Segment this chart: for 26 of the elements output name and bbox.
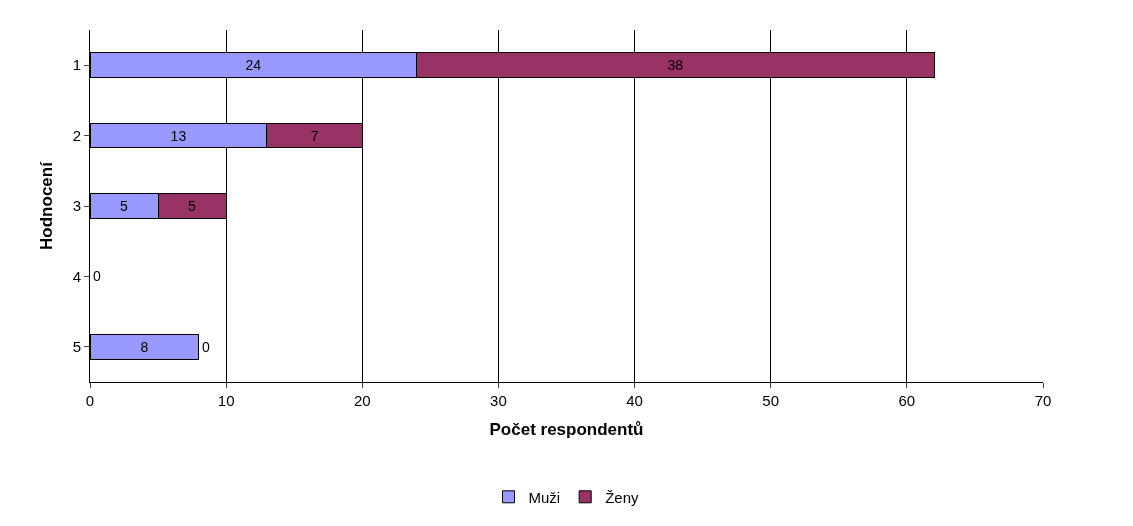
x-tick-label: 70	[1034, 392, 1052, 409]
y-tick-label: 4	[72, 267, 81, 285]
y-tick-label: 2	[72, 126, 81, 144]
x-tick-label: 40	[626, 392, 643, 409]
data-label: 0	[93, 268, 101, 285]
data-label: 38	[667, 57, 684, 74]
x-tick-label: 60	[898, 392, 916, 409]
data-label: 7	[310, 127, 319, 144]
data-label: 5	[120, 198, 129, 214]
data-label: 0	[201, 338, 210, 355]
y-tick-label: 3	[72, 197, 81, 215]
x-axis-title: Počet respondentů	[489, 420, 644, 440]
data-label: 24	[245, 57, 262, 74]
y-tick-label: 1	[72, 56, 81, 74]
legend-label: Muži	[528, 488, 561, 506]
x-tick-label: 10	[217, 392, 235, 409]
legend-label: Ženy	[605, 488, 640, 506]
y-axis-title: Hodnocení	[37, 160, 57, 250]
x-tick-label: 50	[762, 392, 780, 409]
y-tick-label: 5	[72, 338, 81, 356]
data-label: 8	[140, 338, 149, 355]
x-tick-label: 20	[353, 392, 371, 409]
data-label: 5	[188, 198, 197, 214]
data-label: 13	[170, 127, 187, 144]
x-tick-label: 0	[85, 392, 95, 409]
x-tick-label: 30	[490, 392, 507, 409]
